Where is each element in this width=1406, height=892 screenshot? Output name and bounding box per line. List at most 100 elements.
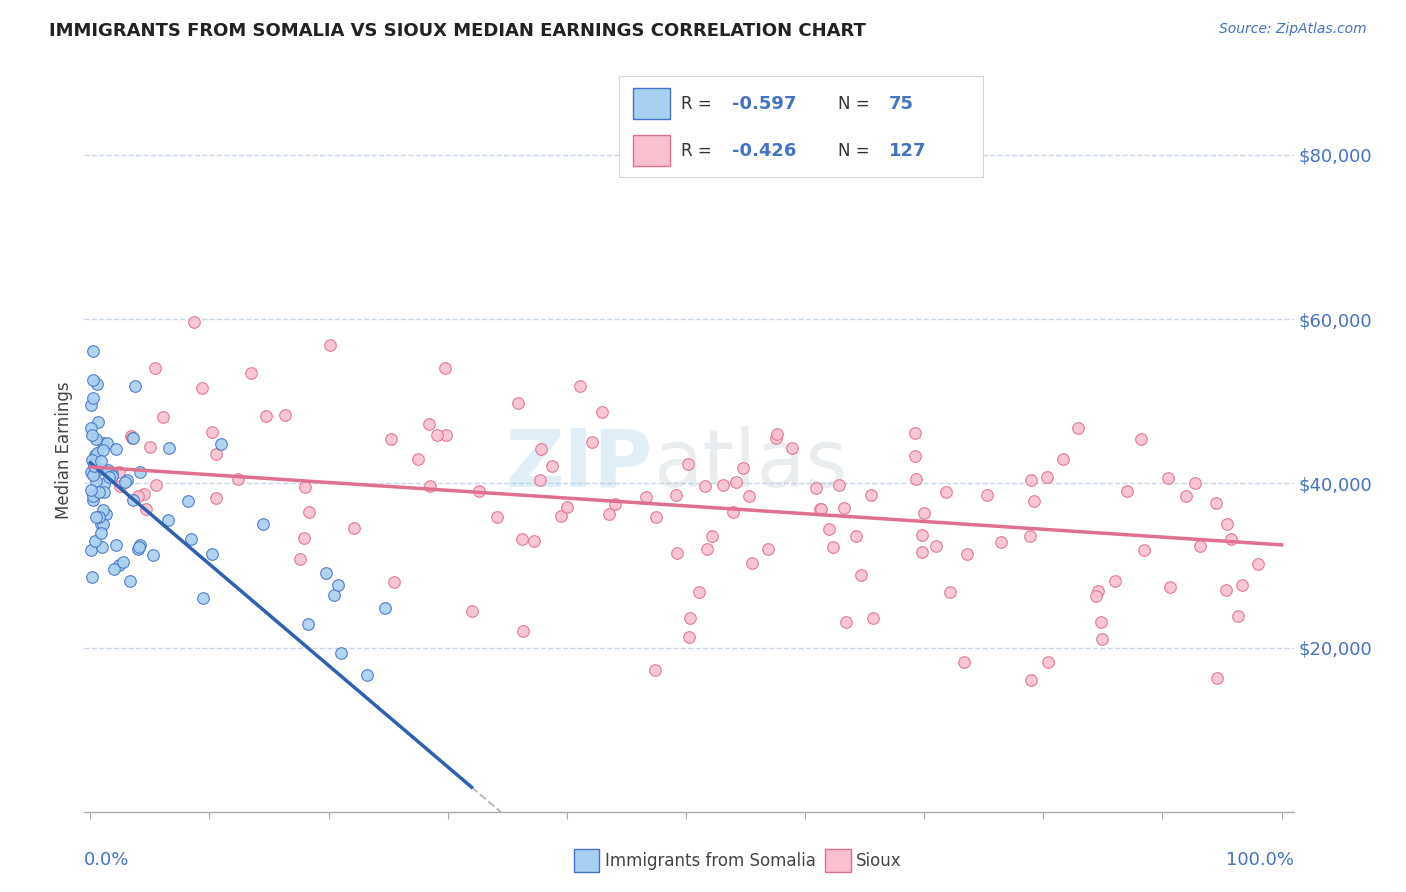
Point — [254, 409, 277, 423]
Point — [209, 437, 232, 451]
Point — [91, 435, 114, 450]
Point — [665, 488, 688, 502]
Point — [127, 489, 149, 503]
Point — [93, 503, 115, 517]
Point — [108, 558, 131, 572]
Point — [129, 538, 152, 552]
Point — [557, 500, 579, 514]
Point — [82, 391, 104, 405]
Point — [1019, 673, 1042, 687]
Point — [506, 396, 529, 410]
Point — [433, 361, 456, 376]
Point — [1036, 469, 1059, 483]
Y-axis label: Median Earnings: Median Earnings — [55, 382, 73, 519]
Bar — [633, 88, 669, 119]
Point — [419, 479, 441, 493]
Point — [83, 448, 105, 462]
Point — [205, 447, 228, 461]
Point — [1184, 476, 1206, 491]
Point — [845, 529, 868, 543]
Point — [201, 425, 224, 439]
Point — [121, 431, 143, 445]
Point — [512, 624, 534, 639]
Point — [294, 531, 316, 545]
Point — [634, 490, 657, 504]
Point — [82, 467, 104, 482]
Point — [1219, 532, 1241, 546]
Point — [274, 408, 297, 422]
Point — [124, 378, 146, 392]
Point — [103, 562, 125, 576]
Point — [93, 517, 115, 532]
Text: Source: ZipAtlas.com: Source: ZipAtlas.com — [1219, 22, 1367, 37]
Point — [114, 475, 136, 490]
Text: R =: R = — [681, 142, 717, 160]
Point — [700, 528, 723, 542]
Point — [1104, 574, 1126, 588]
Point — [298, 505, 321, 519]
Point — [84, 534, 107, 549]
Point — [326, 578, 349, 592]
Point — [380, 432, 402, 446]
Point — [1115, 484, 1137, 499]
Point — [239, 366, 262, 380]
Point — [111, 555, 134, 569]
Point — [711, 478, 734, 492]
Point — [82, 493, 104, 508]
Point — [1215, 582, 1237, 597]
Point — [1024, 494, 1046, 508]
Text: ZIP: ZIP — [505, 425, 652, 504]
Point — [818, 523, 841, 537]
Text: IMMIGRANTS FROM SOMALIA VS SIOUX MEDIAN EARNINGS CORRELATION CHART: IMMIGRANTS FROM SOMALIA VS SIOUX MEDIAN … — [49, 22, 866, 40]
Point — [80, 483, 103, 498]
Point — [468, 483, 491, 498]
Point — [904, 426, 927, 441]
Point — [581, 435, 603, 450]
Point — [1091, 632, 1114, 647]
Point — [82, 490, 104, 504]
Point — [82, 428, 104, 442]
Point — [157, 442, 180, 456]
Point — [862, 611, 884, 625]
Point — [529, 473, 551, 487]
Point — [143, 361, 166, 376]
Point — [434, 428, 457, 442]
Point — [806, 481, 828, 495]
Point — [1090, 615, 1112, 629]
Point — [104, 442, 127, 456]
Text: Immigrants from Somalia: Immigrants from Somalia — [605, 852, 815, 870]
Point — [80, 420, 103, 434]
Point — [550, 508, 572, 523]
Point — [644, 509, 666, 524]
Point — [135, 501, 157, 516]
Point — [129, 465, 152, 479]
Point — [83, 458, 105, 473]
Text: 0.0%: 0.0% — [84, 852, 129, 870]
Point — [121, 431, 143, 445]
Point — [83, 458, 105, 473]
Point — [96, 436, 118, 450]
Point — [84, 464, 107, 478]
Point — [156, 512, 179, 526]
Point — [101, 469, 124, 483]
Point — [733, 460, 755, 475]
Point — [120, 574, 142, 588]
Point — [93, 476, 115, 491]
Point — [1087, 584, 1109, 599]
Point — [1036, 655, 1059, 669]
Point — [191, 381, 214, 395]
Point — [84, 432, 107, 446]
Point — [1067, 421, 1090, 435]
Point — [142, 549, 165, 563]
Point — [810, 501, 832, 516]
Point — [1206, 671, 1229, 685]
Point — [849, 567, 872, 582]
Text: R =: R = — [681, 95, 717, 112]
Point — [598, 507, 620, 521]
Point — [1130, 432, 1153, 446]
Point — [80, 543, 103, 558]
Point — [1157, 471, 1180, 485]
Point — [738, 489, 761, 503]
Point — [676, 457, 699, 471]
Point — [122, 493, 145, 508]
